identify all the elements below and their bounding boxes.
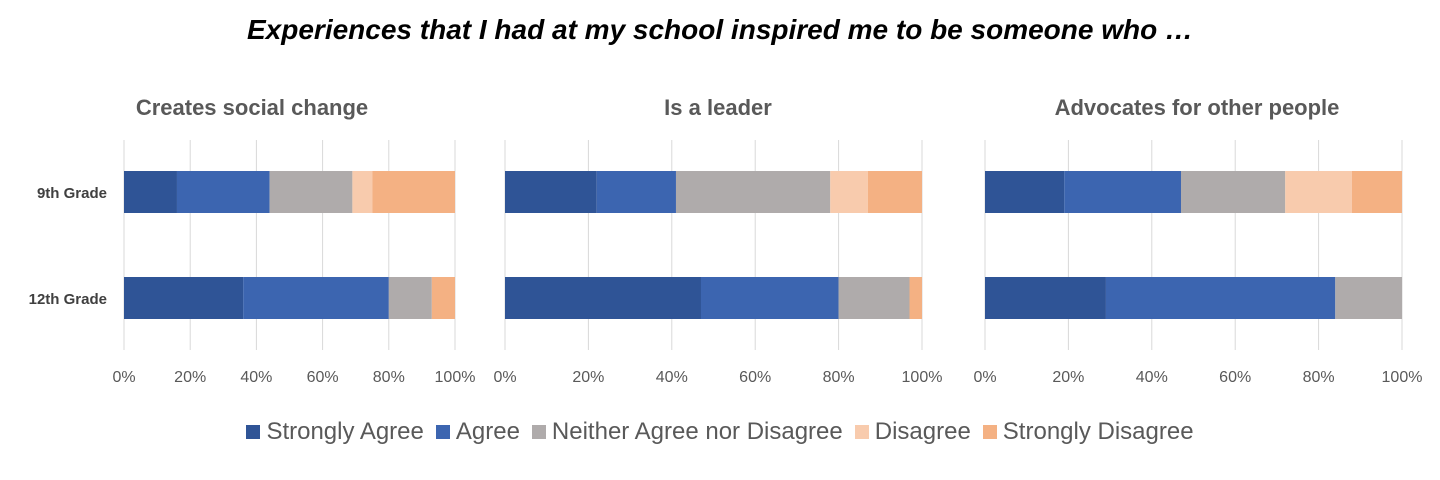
bar-segment	[596, 171, 676, 213]
bar-segment	[505, 277, 701, 319]
legend-swatch	[435, 425, 450, 439]
x-tick-label: 20%	[1052, 369, 1084, 386]
bar-segment	[124, 277, 244, 319]
bar-segment	[1180, 171, 1286, 213]
bar-segment	[243, 277, 389, 319]
legend-label: Neither Agree nor Disagree	[551, 418, 843, 445]
bar-segment	[700, 277, 839, 319]
panel-title: Advocates for other people	[1055, 95, 1340, 120]
x-tick-label: 0%	[973, 369, 996, 386]
bar-segment	[505, 171, 597, 213]
bar-segment	[838, 277, 910, 319]
panel-title: Creates social change	[136, 95, 368, 120]
legend-item: Strongly Agree	[246, 418, 424, 446]
bar-segment	[1105, 277, 1336, 319]
bar-segment	[352, 171, 373, 213]
bar-segment	[269, 171, 353, 213]
x-tick-label: 80%	[823, 369, 855, 386]
legend-swatch	[531, 425, 546, 439]
chart-main-title: Experiences that I had at my school insp…	[247, 14, 1193, 45]
category-label: 9th Grade	[37, 185, 107, 202]
x-tick-label: 0%	[112, 369, 135, 386]
x-tick-label: 100%	[902, 369, 943, 386]
legend-item: Agree	[435, 418, 520, 446]
bar-segment	[1064, 171, 1181, 213]
bar-segment	[830, 171, 868, 213]
legend-swatch	[246, 425, 261, 439]
x-tick-label: 80%	[1303, 369, 1335, 386]
bar-segment	[985, 171, 1065, 213]
x-tick-label: 100%	[1382, 369, 1423, 386]
x-tick-label: 60%	[1219, 369, 1251, 386]
x-tick-label: 60%	[739, 369, 771, 386]
x-tick-label: 40%	[240, 369, 272, 386]
x-tick-label: 0%	[493, 369, 516, 386]
legend-item: Strongly Disagree	[982, 418, 1194, 446]
legend-label: Disagree	[874, 418, 971, 445]
bar-segment	[985, 277, 1106, 319]
x-tick-label: 20%	[572, 369, 604, 386]
bar-segment	[176, 171, 270, 213]
x-tick-label: 80%	[373, 369, 405, 386]
x-tick-label: 100%	[435, 369, 476, 386]
x-tick-label: 20%	[174, 369, 206, 386]
bar-segment	[1285, 171, 1352, 213]
panel-title: Is a leader	[664, 95, 772, 120]
legend-swatch	[854, 425, 869, 439]
bar-segment	[1335, 277, 1402, 319]
bar-segment	[867, 171, 922, 213]
bar-segment	[909, 277, 922, 319]
legend-label: Strongly Agree	[266, 418, 424, 445]
legend-label: Strongly Disagree	[1002, 418, 1194, 445]
bar-segment	[431, 277, 455, 319]
legend-label: Agree	[455, 418, 520, 445]
legend-swatch	[982, 425, 997, 439]
x-tick-label: 60%	[307, 369, 339, 386]
legend-item: Disagree	[854, 418, 971, 446]
category-label: 12th Grade	[29, 291, 107, 308]
bar-segment	[124, 171, 177, 213]
chart-legend: Strongly Agree Agree Neither Agree nor Dis…	[0, 418, 1440, 446]
x-tick-label: 40%	[1136, 369, 1168, 386]
x-tick-label: 40%	[656, 369, 688, 386]
bar-segment	[388, 277, 432, 319]
legend-item: Neither Agree nor Disagree	[531, 418, 843, 446]
bar-segment	[1351, 171, 1402, 213]
bar-segment	[675, 171, 831, 213]
bar-segment	[372, 171, 455, 213]
